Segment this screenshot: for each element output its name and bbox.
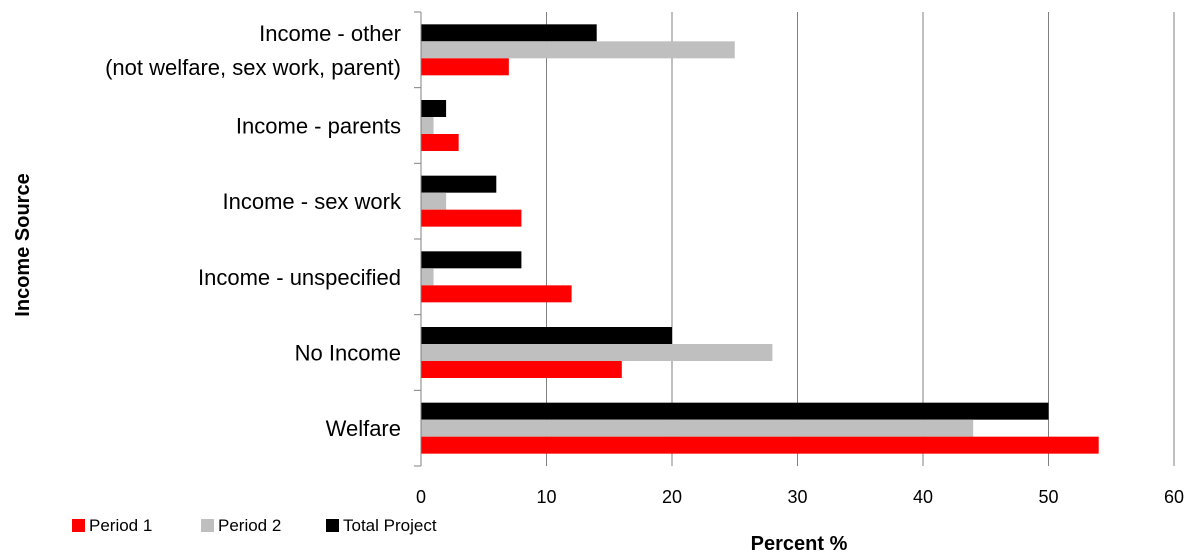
bar-period-2-0 <box>421 41 735 59</box>
bar-total-project-1 <box>421 100 447 117</box>
bar-period-2-5 <box>421 419 974 437</box>
category-label: Welfare <box>326 416 401 441</box>
bar-total-project-4 <box>421 327 672 344</box>
category-label: No Income <box>295 341 401 366</box>
bar-period-1-1 <box>421 134 459 151</box>
bar-period-1-3 <box>421 285 572 303</box>
x-tick-labels: 0 10 20 30 40 50 60 <box>416 487 1184 507</box>
category-label: Income - other <box>259 21 401 46</box>
bar-period-2-2 <box>421 192 447 210</box>
legend-swatch-period-1 <box>72 519 85 532</box>
legend-swatch-total-project <box>326 519 339 532</box>
x-axis-title: Percent % <box>751 533 848 554</box>
legend-swatch-period-2 <box>201 519 214 532</box>
x-tick-label: 40 <box>913 487 933 507</box>
x-tick-label: 0 <box>416 487 426 507</box>
x-tick-label: 30 <box>787 487 807 507</box>
bar-period-2-1 <box>421 117 434 134</box>
category-label: (not welfare, sex work, parent) <box>105 55 401 80</box>
bar-period-1-4 <box>421 361 622 378</box>
bar-total-project-0 <box>421 24 597 42</box>
category-label: Income - sex work <box>223 189 402 214</box>
category-labels: Income - other (not welfare, sex work, pa… <box>105 21 402 441</box>
bar-period-1-5 <box>421 436 1099 454</box>
category-label: Income - parents <box>236 114 401 139</box>
category-label: Income - unspecified <box>198 265 401 290</box>
bar-total-project-5 <box>421 402 1049 420</box>
x-tick-label: 10 <box>536 487 556 507</box>
bar-period-2-3 <box>421 268 434 286</box>
legend-label-period-2: Period 2 <box>218 516 281 535</box>
bars-group <box>421 24 1099 454</box>
legend: Period 1 Period 2 Total Project <box>72 516 437 535</box>
gridlines <box>546 12 1175 466</box>
bar-total-project-2 <box>421 175 497 193</box>
bar-period-1-2 <box>421 209 522 227</box>
y-axis-title: Income Source <box>12 173 34 316</box>
legend-label-period-1: Period 1 <box>89 516 152 535</box>
x-tick-label: 50 <box>1038 487 1058 507</box>
x-tick-label: 60 <box>1164 487 1184 507</box>
x-tick-label: 20 <box>662 487 682 507</box>
bar-period-2-4 <box>421 344 773 361</box>
legend-label-total-project: Total Project <box>343 516 437 535</box>
bar-period-1-0 <box>421 58 509 76</box>
axes-group <box>414 11 422 467</box>
bar-total-project-3 <box>421 251 522 269</box>
